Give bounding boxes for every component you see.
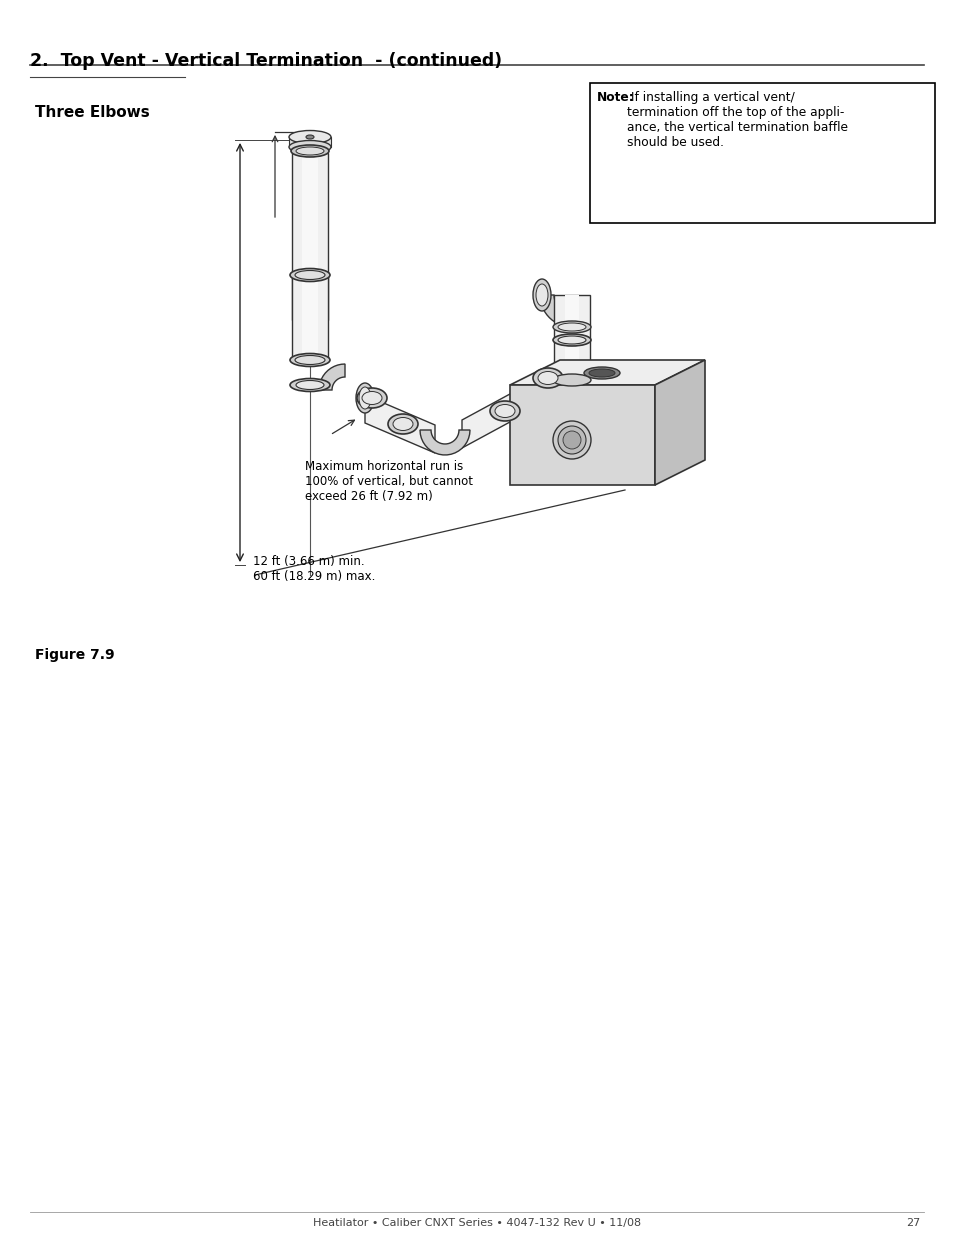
Text: If installing a vertical vent/
termination off the top of the appli-
ance, the v: If installing a vertical vent/ terminati… xyxy=(626,91,847,149)
Text: 12 ft (3.66 m) min.
60 ft (18.29 m) max.: 12 ft (3.66 m) min. 60 ft (18.29 m) max. xyxy=(253,555,375,583)
Ellipse shape xyxy=(533,368,562,388)
Ellipse shape xyxy=(553,321,590,333)
Ellipse shape xyxy=(294,356,325,364)
Ellipse shape xyxy=(295,147,324,156)
Ellipse shape xyxy=(558,324,585,331)
Ellipse shape xyxy=(558,426,585,454)
Ellipse shape xyxy=(533,279,551,311)
Text: 2.  Top Vent - Vertical Termination  - (continued): 2. Top Vent - Vertical Termination - (co… xyxy=(30,52,501,70)
Ellipse shape xyxy=(588,369,615,377)
Text: Heatilator • Caliber CNXT Series • 4047-132 Rev U • 11/08: Heatilator • Caliber CNXT Series • 4047-… xyxy=(313,1218,640,1228)
Ellipse shape xyxy=(388,414,417,433)
Ellipse shape xyxy=(583,367,619,379)
Ellipse shape xyxy=(295,380,324,389)
Polygon shape xyxy=(302,277,317,359)
Ellipse shape xyxy=(290,353,330,367)
Ellipse shape xyxy=(355,383,374,412)
Polygon shape xyxy=(510,385,655,485)
Polygon shape xyxy=(510,359,704,385)
Ellipse shape xyxy=(553,374,590,387)
Ellipse shape xyxy=(289,141,331,153)
Polygon shape xyxy=(655,359,704,485)
Ellipse shape xyxy=(536,284,547,306)
Text: Figure 7.9: Figure 7.9 xyxy=(35,648,114,662)
Text: 27: 27 xyxy=(904,1218,919,1228)
Text: Note:: Note: xyxy=(597,91,634,104)
Text: Three Elbows: Three Elbows xyxy=(35,105,150,120)
Polygon shape xyxy=(292,277,328,359)
Ellipse shape xyxy=(553,421,590,459)
Polygon shape xyxy=(289,137,331,147)
Polygon shape xyxy=(419,430,470,454)
Polygon shape xyxy=(302,153,317,320)
Ellipse shape xyxy=(562,431,580,450)
Ellipse shape xyxy=(356,388,387,408)
Bar xyxy=(589,83,934,224)
Polygon shape xyxy=(292,153,328,320)
Ellipse shape xyxy=(490,401,519,421)
Ellipse shape xyxy=(290,378,330,391)
Ellipse shape xyxy=(289,131,331,143)
Ellipse shape xyxy=(290,268,330,282)
Polygon shape xyxy=(365,395,435,453)
Polygon shape xyxy=(318,364,345,390)
Ellipse shape xyxy=(495,405,515,417)
Ellipse shape xyxy=(358,387,371,409)
Polygon shape xyxy=(461,375,544,448)
Ellipse shape xyxy=(537,372,558,384)
Polygon shape xyxy=(539,295,572,327)
Ellipse shape xyxy=(291,144,329,157)
Polygon shape xyxy=(554,295,589,380)
Ellipse shape xyxy=(306,135,314,140)
Ellipse shape xyxy=(393,417,413,431)
Ellipse shape xyxy=(553,333,590,346)
Ellipse shape xyxy=(294,270,325,279)
Ellipse shape xyxy=(361,391,381,405)
Polygon shape xyxy=(564,295,578,380)
Text: Maximum horizontal run is
100% of vertical, but cannot
exceed 26 ft (7.92 m): Maximum horizontal run is 100% of vertic… xyxy=(305,459,473,503)
Ellipse shape xyxy=(558,336,585,345)
